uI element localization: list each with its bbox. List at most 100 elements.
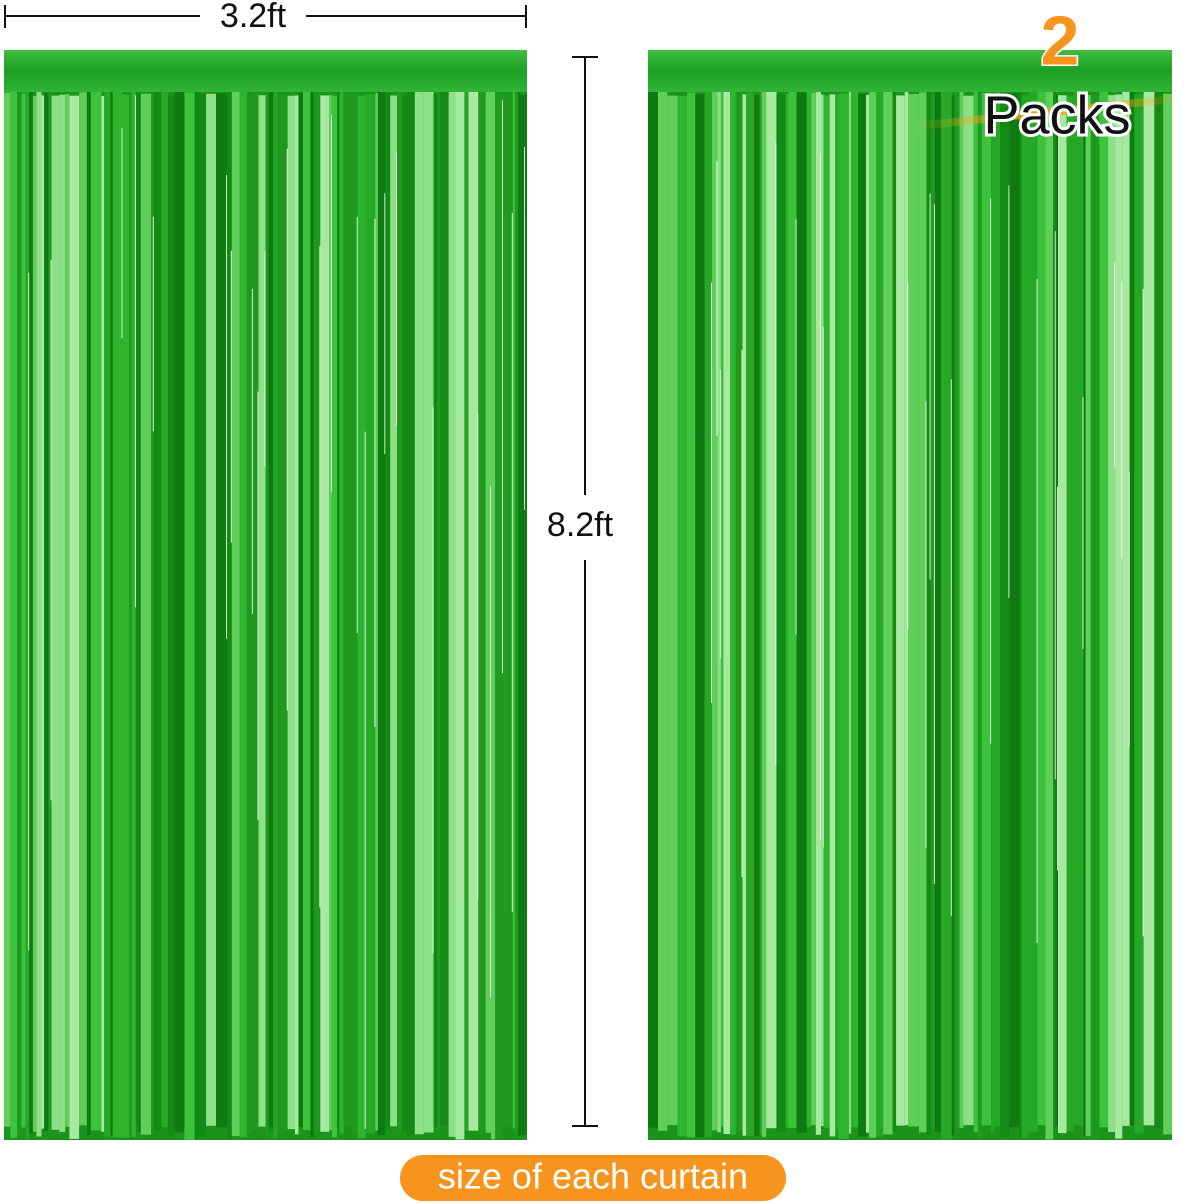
fringe-strip — [959, 90, 964, 1128]
fringe-strip — [397, 88, 402, 1130]
height-dimension — [572, 56, 598, 1127]
fringe-strip — [658, 90, 668, 1131]
fringe-gap — [364, 431, 367, 1130]
fringe-gap — [432, 407, 435, 954]
fringe-strip — [48, 89, 52, 1132]
fringe-strip — [90, 88, 102, 1131]
fringe-gap — [925, 401, 927, 849]
fringe-strip — [1134, 94, 1144, 1134]
fringe-gap — [741, 349, 743, 878]
fringe-strip — [759, 88, 762, 1135]
fringe-strip — [174, 91, 185, 1133]
width-dimension — [4, 5, 527, 28]
curtain-header — [648, 50, 1172, 92]
fringe-strip — [194, 88, 201, 1140]
fringe-strip — [231, 89, 240, 1137]
fringe-gap — [795, 219, 798, 635]
fringe-strip — [667, 95, 678, 1126]
fringe-strip — [766, 88, 777, 1129]
fringe-gap — [719, 369, 722, 659]
fringe-strip — [329, 95, 332, 1131]
fringe-strip — [761, 88, 767, 1137]
fringe-strip — [1045, 89, 1054, 1140]
fringe-strip — [1129, 89, 1135, 1126]
fringe-strip — [712, 89, 718, 1131]
fringe-gap — [933, 203, 936, 885]
fringe-strip — [742, 94, 747, 1136]
fringe-gap — [477, 413, 479, 900]
curtain — [4, 50, 527, 1140]
fringe-strip — [918, 92, 927, 1133]
fringe-gap — [524, 146, 526, 510]
fringe-strip — [161, 91, 168, 1127]
fringe-strip — [720, 89, 724, 1127]
fringe-strip — [51, 95, 60, 1130]
fringe-strip — [796, 92, 807, 1133]
fringe-strip — [788, 88, 797, 1128]
fringe-gap — [152, 216, 155, 432]
fringe-gap — [28, 272, 30, 951]
fringe-strip — [754, 95, 760, 1136]
fringe-strip — [1055, 95, 1058, 1126]
fringe-strip — [151, 95, 154, 1127]
curtains — [4, 50, 1172, 1140]
fringe-gap — [257, 391, 259, 820]
fringe-strip — [514, 90, 518, 1133]
fringe-strip — [36, 89, 42, 1137]
fringe-strip — [1019, 90, 1022, 1139]
fringe-strip — [478, 90, 486, 1135]
fringe-strip — [414, 90, 424, 1135]
fringe-gap — [1128, 471, 1131, 747]
fringe-strip — [717, 90, 721, 1133]
fringe-strip — [135, 91, 139, 1127]
fringe-strip — [86, 91, 91, 1136]
fringe-strip — [869, 89, 877, 1138]
fringe-strip — [520, 95, 525, 1136]
fringe-strip — [485, 88, 491, 1133]
fringe-gap — [384, 193, 386, 455]
fringe-strip — [1099, 89, 1109, 1128]
fringe-strip — [206, 93, 216, 1126]
fringe-strip — [695, 94, 705, 1138]
fringe-gap — [820, 153, 822, 840]
fringe-strip — [994, 88, 1000, 1127]
fringe-strip — [1000, 91, 1010, 1137]
fringe-strip — [455, 88, 465, 1140]
fringe-strip — [930, 93, 935, 1128]
fringe-strip — [495, 91, 503, 1138]
fringe-strip — [512, 88, 515, 1129]
fringe-strip — [1037, 88, 1046, 1126]
fringe-gap — [775, 142, 777, 766]
fringe-strip — [273, 93, 278, 1139]
fringe-strip — [32, 95, 37, 1132]
fringe-strip — [112, 89, 123, 1138]
fringe-strip — [377, 89, 386, 1136]
height-label: 8.2ft — [547, 506, 614, 544]
fringe-strip — [1009, 92, 1020, 1128]
fringe-strip — [1058, 95, 1067, 1134]
fringe-strip — [10, 88, 17, 1139]
fringe-strip — [247, 95, 253, 1134]
fringe-strip — [337, 91, 340, 1128]
fringe-strip — [79, 92, 87, 1126]
fringe-strip — [375, 93, 378, 1131]
fringe-strip — [437, 91, 441, 1130]
fringe-strip — [648, 89, 658, 1128]
fringe-gap — [490, 486, 492, 998]
fringe-strip — [892, 91, 897, 1132]
fringe-strip — [835, 93, 839, 1130]
fringe-strip — [883, 91, 893, 1135]
fringe-strip — [1028, 89, 1038, 1133]
fringe-strip — [385, 88, 391, 1129]
fringe-strip — [981, 92, 992, 1126]
fringe-gap — [1054, 231, 1057, 780]
fringe-strip — [101, 95, 105, 1132]
fringe-strip — [1143, 91, 1155, 1126]
fringe-strip — [926, 92, 931, 1136]
fringe-strip — [331, 95, 337, 1138]
fringe-strip — [59, 94, 66, 1132]
fringe-strip — [704, 88, 712, 1137]
fringe-strip — [390, 95, 397, 1127]
fringe-strip — [838, 93, 849, 1139]
fringe-strip — [829, 94, 836, 1137]
